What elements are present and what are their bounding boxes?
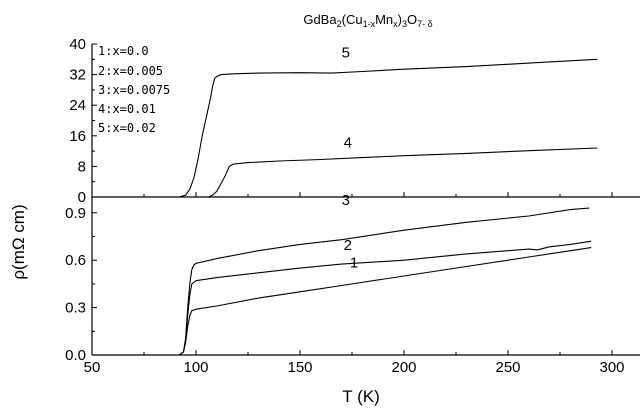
x-tick-label: 150 bbox=[287, 359, 312, 376]
series-5-line bbox=[164, 58, 598, 198]
x-tick-label: 200 bbox=[391, 359, 416, 376]
y-tick-label: 0.9 bbox=[65, 205, 86, 222]
legend: 1:x=0.0 2:x=0.005 3:x=0.0075 4:x=0.01 5:… bbox=[98, 44, 170, 135]
y-tick-label: 24 bbox=[69, 97, 86, 114]
lower-panel: 0.0 0.3 0.6 0.9 50 100 150 200 250 300 3 21 bbox=[65, 192, 640, 376]
x-tick-label: 250 bbox=[495, 359, 520, 376]
y-tick-label: 16 bbox=[69, 128, 86, 145]
series-1-label: 1 bbox=[350, 254, 358, 271]
series-2-label: 2 bbox=[344, 237, 352, 254]
legend-entry-1: 1:x=0.0 bbox=[98, 44, 149, 58]
y-tick-label: 40 bbox=[69, 36, 86, 53]
legend-entry-5: 5:x=0.02 bbox=[98, 121, 156, 135]
series-2-line bbox=[164, 240, 592, 356]
series-4-label: 4 bbox=[344, 134, 352, 151]
y-tick-label: 0 bbox=[78, 189, 86, 206]
y-axis-title: ρ(mΩ cm) bbox=[9, 204, 28, 279]
legend-entry-4: 4:x=0.01 bbox=[98, 102, 156, 116]
x-tick-label: 300 bbox=[599, 359, 624, 376]
chart-title: GdBa2(Cu1-xMnx)3O7- δ bbox=[303, 12, 432, 29]
legend-entry-3: 3:x=0.0075 bbox=[98, 83, 170, 97]
series-3-line bbox=[164, 207, 590, 356]
upper-panel: 0 8 16 24 32 40 5 4 bbox=[69, 36, 640, 206]
y-tick-label: 0.6 bbox=[65, 252, 86, 269]
x-axis-title: T (K) bbox=[342, 387, 379, 406]
series-5-label: 5 bbox=[342, 44, 350, 61]
y-tick-label: 32 bbox=[69, 67, 86, 84]
series-1-line bbox=[164, 247, 592, 356]
x-tick-label: 100 bbox=[183, 359, 208, 376]
series-3-label: 3 bbox=[342, 192, 350, 209]
legend-entry-2: 2:x=0.005 bbox=[98, 64, 163, 78]
y-tick-label: 0.0 bbox=[65, 347, 86, 364]
y-tick-label: 8 bbox=[78, 158, 86, 175]
x-tick-label: 50 bbox=[84, 359, 101, 376]
y-tick-label: 0.3 bbox=[65, 300, 86, 317]
series-4-line bbox=[196, 147, 598, 198]
